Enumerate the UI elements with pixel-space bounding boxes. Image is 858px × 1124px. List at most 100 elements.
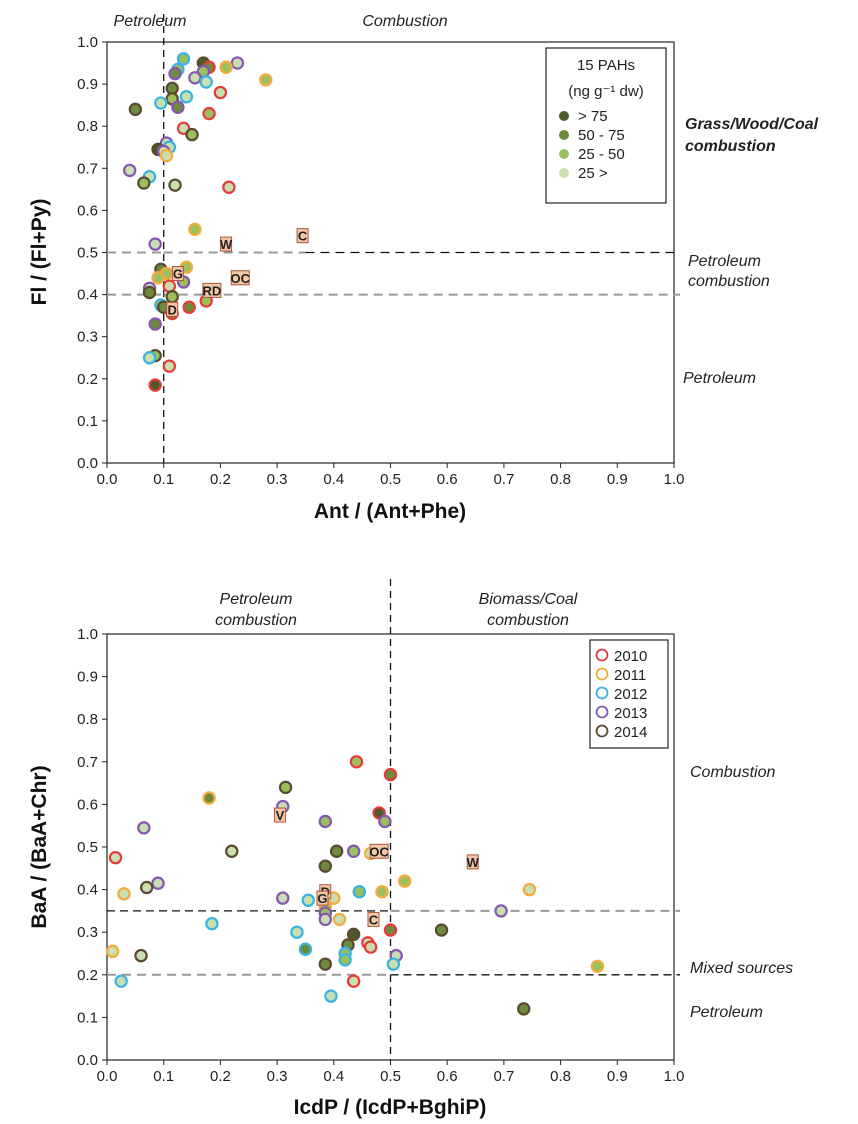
source-marker-label: G [173,267,183,282]
data-point-2014 [128,102,143,117]
data-point-2012 [179,90,194,104]
source-marker-label: W [467,855,480,870]
data-point-2012 [290,925,304,939]
data-point-2013 [276,891,290,905]
data-point-2010 [222,180,236,194]
chart-2-right-label-mixed: Mixed sources [690,960,793,977]
data-point-2014 [434,923,449,937]
data-point-2010 [383,767,398,782]
legend-swatch [595,667,609,681]
x-tick-label: 0.7 [493,1068,514,1085]
legend-label: > 75 [578,108,608,125]
data-point-2013 [230,56,245,70]
source-marker-box [369,843,389,859]
data-point-2014 [225,844,239,858]
data-point-2011 [522,882,537,897]
legend-label: 2010 [614,648,647,665]
data-point-2011 [397,874,412,888]
x-tick-label: 0.0 [97,471,118,488]
data-point-2014 [329,844,344,858]
data-point-2010 [346,974,361,988]
data-point-2011 [259,73,273,87]
data-point-2013 [122,163,137,178]
data-point-2013 [318,912,332,927]
data-point-2013 [378,814,392,829]
data-point-2014 [139,880,154,895]
data-point-2013 [137,821,151,835]
legend-label: 2014 [614,724,647,741]
x-tick-label: 0.5 [380,1068,401,1085]
chart-1-right-label-grass: Grass/Wood/Coal [685,116,819,133]
chart-1: 0.0 0.1 0.2 0.3 0.4 0.5 0.6 0.7 0.8 0.9 1.0 0.0 0.1 0… [28,13,819,523]
data-point-2011 [332,912,347,927]
source-marker-box [166,301,179,317]
x-tick-label: 0.1 [153,1068,174,1085]
data-point-2010 [176,121,191,136]
chart-1-legend: 15 PAHs (ng g⁻¹ dw) > 75 50 - 75 25 - 50 25… [545,47,667,204]
source-marker-label: C [369,912,379,927]
legend-label: 25 - 50 [578,146,625,163]
source-marker-label: C [298,229,308,244]
source-marker-box [367,911,380,927]
chart-1-top-label-combustion: Combustion [362,13,447,30]
x-tick-label: 0.9 [607,471,628,488]
source-marker-box [466,854,479,870]
data-point-2013 [494,904,508,918]
y-tick-label: 0.9 [77,76,98,93]
y-tick-label: 0.0 [77,455,98,472]
data-point-2014 [168,178,182,192]
legend-swatch [559,168,569,178]
data-point-2013 [151,876,165,890]
legend-swatch [559,149,569,159]
data-point-2011 [219,60,233,74]
legend-swatch [595,705,609,719]
data-point-2010 [213,85,228,100]
source-marker-box [220,236,233,252]
y-tick-label: 0.2 [77,967,98,984]
data-point-2012 [386,957,401,971]
source-marker-box [202,282,222,298]
data-point-2011 [188,222,202,237]
y-tick-label: 0.5 [77,839,98,856]
y-tick-label: 0.7 [77,160,98,177]
source-marker-box [316,890,329,906]
x-tick-label: 0.4 [323,1068,344,1085]
legend-swatch [559,130,569,140]
y-tick-label: 0.2 [77,371,98,388]
source-marker-box [296,228,309,244]
legend-subtitle: (ng g⁻¹ dw) [568,83,643,100]
data-point-2010 [202,106,216,121]
x-tick-label: 0.8 [550,471,571,488]
data-point-2014 [346,927,361,942]
y-tick-label: 0.4 [77,882,98,899]
data-point-2012 [205,916,219,931]
data-point-2012 [352,885,367,899]
x-tick-label: 0.3 [267,1068,288,1085]
y-tick-label: 0.8 [77,711,98,728]
data-point-2010 [108,850,123,865]
data-point-2011 [151,271,165,285]
data-point-2013 [188,71,202,85]
chart-1-right-label-grass-2: combustion [685,138,776,155]
chart-1-right-label-petroleum: Petroleum [683,370,756,387]
chart-2-x-axis-label: IcdP / (IcdP+BghiP) [294,1096,487,1119]
x-tick-label: 0.2 [210,471,231,488]
data-point-2012 [324,989,338,1003]
data-point-2014 [318,859,332,873]
data-point-2012 [298,942,313,956]
legend-label: 2013 [614,705,647,722]
legend-label: 2012 [614,686,647,703]
data-point-2012 [199,75,213,89]
x-tick-label: 0.8 [550,1068,571,1085]
data-point-2012 [114,974,128,988]
data-point-2010 [349,755,364,769]
y-tick-label: 1.0 [77,34,98,51]
x-tick-label: 0.6 [437,1068,458,1085]
chart-2-top-label-petcomb: Petroleum [220,591,293,608]
data-point-2012 [301,893,315,907]
data-point-2011 [590,959,605,973]
y-tick-label: 0.8 [77,118,98,135]
legend-swatch [595,724,609,738]
y-tick-label: 0.9 [77,669,98,686]
y-tick-label: 0.0 [77,1052,98,1069]
